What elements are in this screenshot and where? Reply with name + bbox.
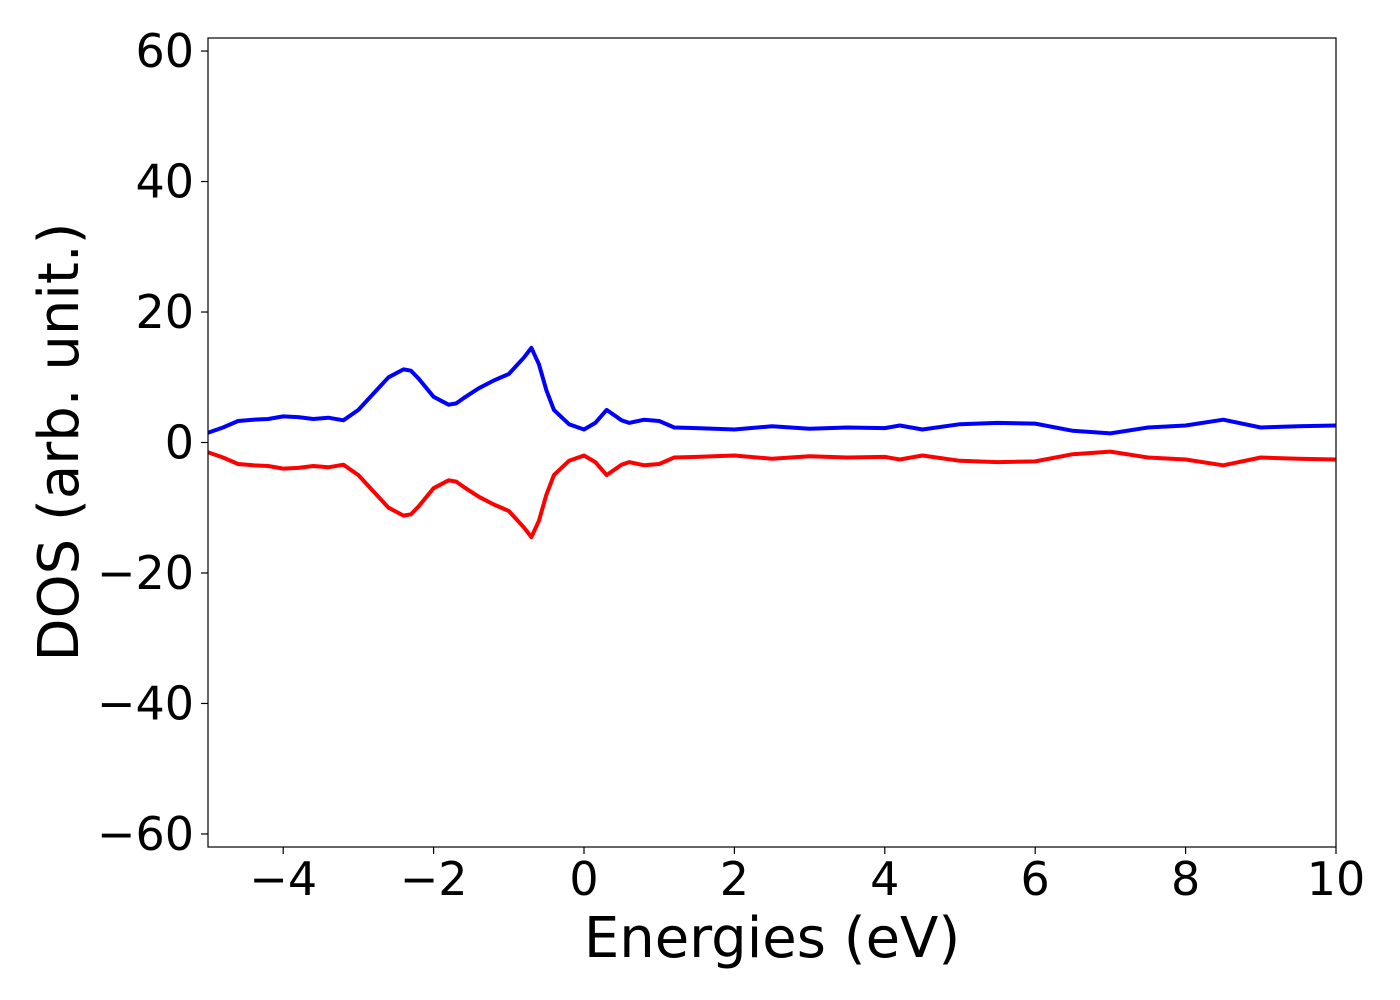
y-tick-label: −40 bbox=[97, 676, 194, 730]
plot-area bbox=[207, 37, 1337, 848]
plot-frame bbox=[207, 37, 1337, 848]
y-tick-label: 40 bbox=[135, 155, 194, 209]
series-line-1 bbox=[208, 345, 1336, 436]
x-tick-label: 8 bbox=[1171, 852, 1200, 906]
x-tick-label: −2 bbox=[400, 852, 468, 906]
y-tick-label: 0 bbox=[165, 416, 194, 470]
y-tick-label: 60 bbox=[135, 24, 194, 78]
y-tick-label: −60 bbox=[97, 807, 194, 861]
x-axis-ticks: −4 −2 0 2 4 6 8 10 bbox=[249, 847, 1365, 906]
x-tick-label: 2 bbox=[720, 852, 749, 906]
series-line-2 bbox=[208, 449, 1336, 540]
x-tick-label: 10 bbox=[1307, 852, 1366, 906]
x-tick-label: 0 bbox=[569, 852, 598, 906]
y-axis-label: DOS (arb. unit.) bbox=[27, 222, 92, 661]
x-tick-label: 6 bbox=[1021, 852, 1050, 906]
x-tick-label: −4 bbox=[249, 852, 317, 906]
x-tick-label: 4 bbox=[870, 852, 899, 906]
y-tick-label: −20 bbox=[97, 546, 194, 600]
y-axis-ticks: 60 40 20 0 −20 −40 −60 bbox=[97, 24, 208, 861]
x-axis-label: Energies (eV) bbox=[584, 906, 960, 971]
y-tick-label: 20 bbox=[135, 285, 194, 339]
series-group bbox=[208, 345, 1336, 540]
